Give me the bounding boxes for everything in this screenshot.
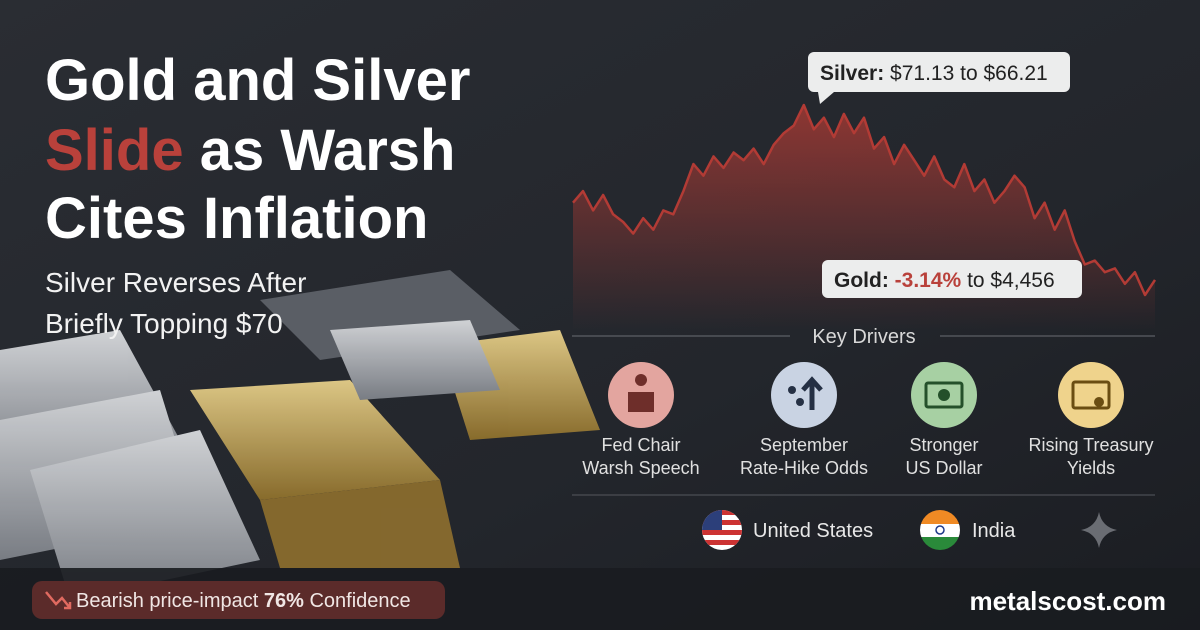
badge-suffix: Confidence xyxy=(309,590,410,612)
region: India xyxy=(972,520,1016,542)
bars-illustration xyxy=(0,270,600,600)
driver-label: Stronger xyxy=(909,435,978,455)
driver-label: September xyxy=(760,435,848,455)
title-line: Slide as Warsh xyxy=(45,118,455,183)
title-line: Gold and Silver xyxy=(45,48,470,113)
driver-label: Rising Treasury xyxy=(1028,435,1153,455)
gold-callout: Gold: -3.14% to $4,456 xyxy=(822,260,1082,298)
callout-text: $71.13 to $66.21 xyxy=(890,62,1048,85)
section-heading: Key Drivers xyxy=(812,326,915,348)
subtitle-line: Silver Reverses After xyxy=(45,267,306,298)
driver-label: Fed Chair xyxy=(601,435,680,455)
svg-text:Gold: -3.14% to $4,456: Gold: -3.14% to $4,456 xyxy=(834,269,1055,292)
callout-label: Gold: xyxy=(834,269,889,292)
title-highlight: Slide xyxy=(45,118,184,183)
driver-label: Yields xyxy=(1067,458,1115,478)
badge-prefix: Bearish price-impact xyxy=(76,590,259,612)
us-flag xyxy=(702,510,742,550)
badge xyxy=(32,581,445,619)
driver-label: Warsh Speech xyxy=(582,458,699,478)
driver-icons xyxy=(608,362,1124,428)
sparkline-line xyxy=(572,103,1157,297)
title-line: Cites Inflation xyxy=(45,186,428,251)
svg-text:Silver: $71.13 to $66.21: Silver: $71.13 to $66.21 xyxy=(820,62,1048,85)
driver-label: Rate-Hike Odds xyxy=(740,458,868,478)
callout-change: -3.14% xyxy=(895,269,962,292)
badge-percent: 76% xyxy=(264,590,304,612)
callout-label: Silver: xyxy=(820,62,884,85)
callout-text: to $4,456 xyxy=(967,269,1055,292)
india-flag xyxy=(920,510,960,550)
subtitle-line: Briefly Topping $70 xyxy=(45,308,283,339)
site-name: metalscost.com xyxy=(969,586,1166,616)
region: United States xyxy=(753,520,873,542)
trend-down-icon xyxy=(45,591,72,610)
driver-label: US Dollar xyxy=(905,458,982,478)
silver-callout: Silver: $71.13 to $66.21 xyxy=(808,52,1070,104)
sparkle-icon xyxy=(1081,512,1117,548)
title-line: as Warsh xyxy=(200,118,456,183)
badge-text: Bearish price-impact 76% Confidence xyxy=(76,590,411,612)
